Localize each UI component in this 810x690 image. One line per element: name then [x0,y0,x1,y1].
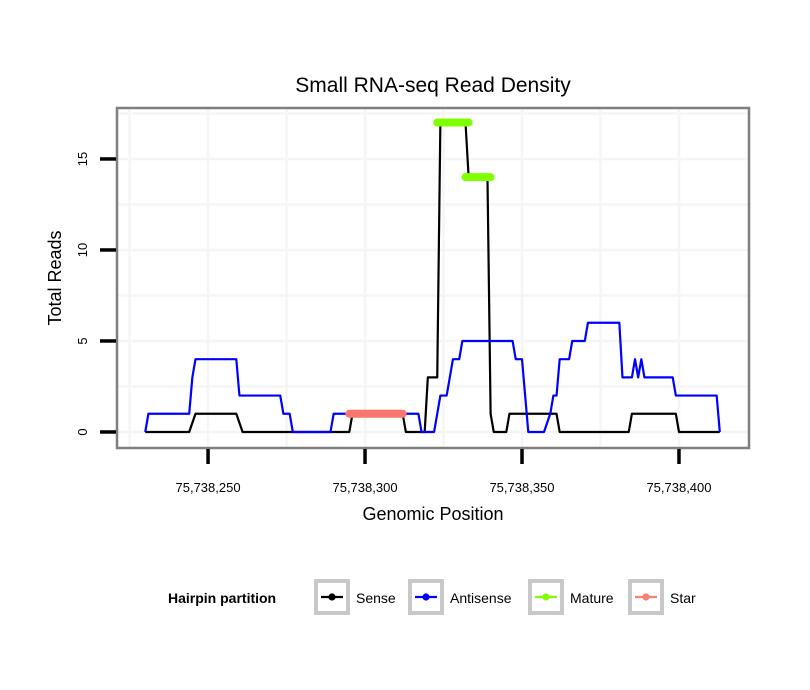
x-tick-label: 75,738,400 [646,480,711,495]
legend-title: Hairpin partition [168,590,276,606]
x-tick-label: 75,738,250 [176,480,241,495]
y-tick-label: 0 [75,428,90,435]
chart-title: Small RNA-seq Read Density [295,74,571,97]
legend-label: Antisense [450,590,512,606]
gridlines [117,108,749,448]
legend-label: Mature [570,590,614,606]
y-tick-label: 10 [75,243,90,257]
legend-key-point [642,593,650,601]
y-tick-label: 15 [75,152,90,166]
plot-panel [115,106,751,450]
series-line-antisense [144,321,721,434]
legend: Hairpin partition Sense Antisense Mature St… [168,579,696,615]
y-tick-label: 5 [75,337,90,344]
x-axis-title: Genomic Position [362,504,503,524]
legend-entry-antisense: Antisense [408,579,512,615]
segment-layer [345,118,495,418]
x-axis: 75,738,250 75,738,300 75,738,350 75,738,400 [176,449,712,495]
legend-entry-star: Star [628,579,696,615]
panel-border [115,106,751,450]
y-axis: 0 5 10 15 [75,152,116,436]
legend-key-point [422,593,430,601]
legend-key-point [328,593,336,601]
legend-label: Sense [356,590,396,606]
legend-entry-mature: Mature [528,579,614,615]
legend-key-point [542,593,550,601]
y-axis-title: Total Reads [45,230,65,325]
x-tick-label: 75,738,350 [489,480,554,495]
legend-label: Star [670,590,696,606]
panel-background [117,108,749,448]
x-tick-label: 75,738,300 [332,480,397,495]
legend-entry-sense: Sense [314,579,396,615]
